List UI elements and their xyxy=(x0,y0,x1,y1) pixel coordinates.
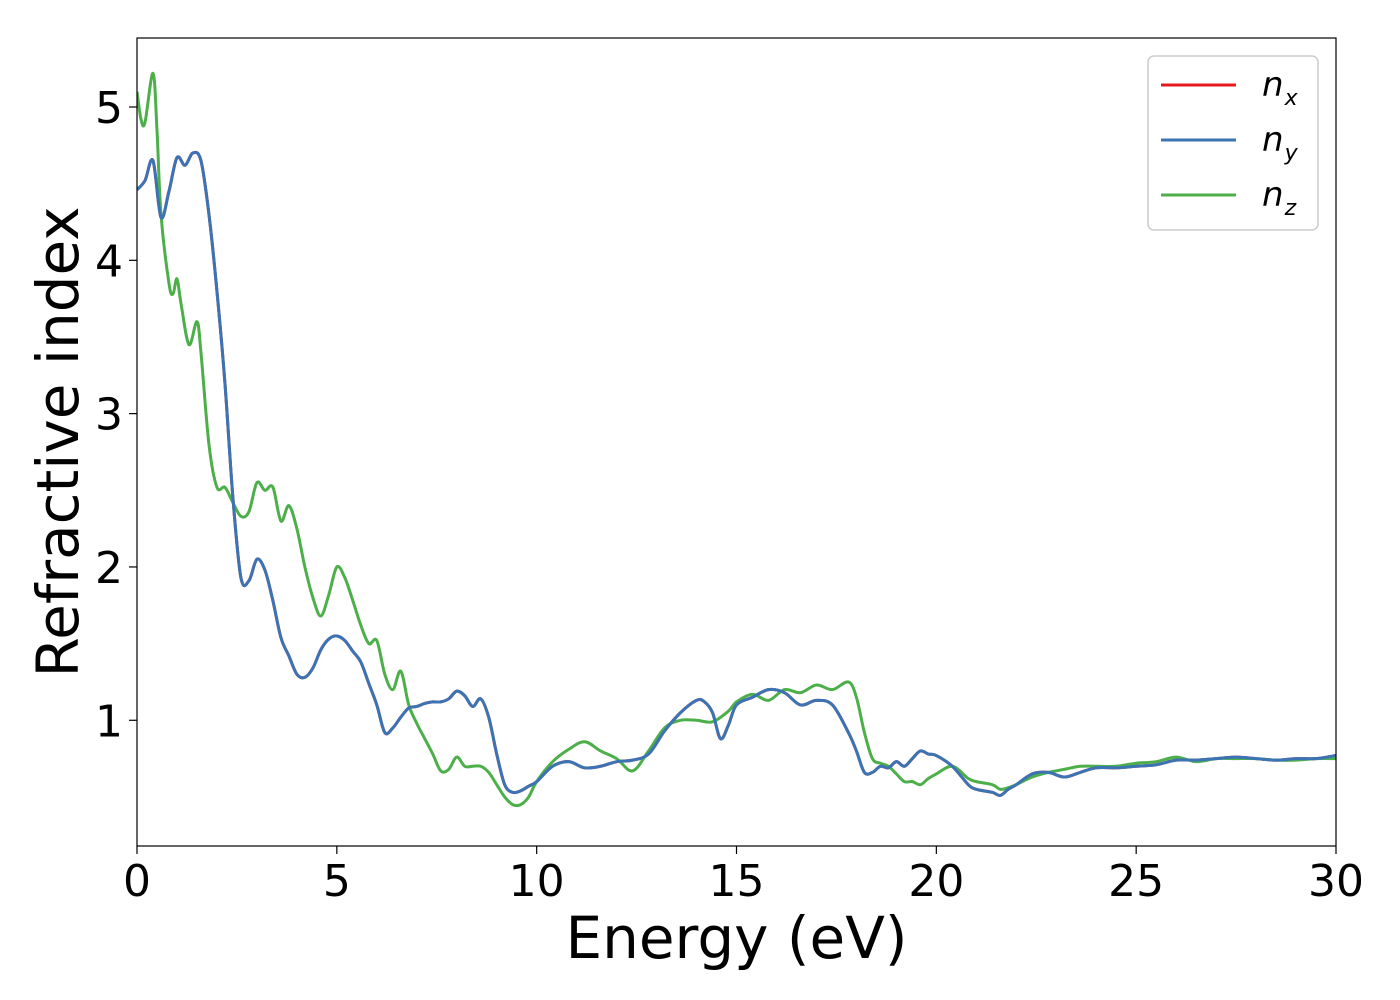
x-tick-label: 25 xyxy=(1108,856,1164,907)
legend: nx ny nz xyxy=(1147,55,1319,231)
x-tick-label: 10 xyxy=(509,856,565,907)
y-tick-label: 4 xyxy=(95,236,123,287)
legend-box xyxy=(1147,55,1319,231)
legend-label-z: nz xyxy=(1262,175,1297,221)
x-tick-label: 0 xyxy=(123,856,151,907)
x-axis-ticks: 0 5 10 15 20 25 30 xyxy=(123,846,1364,907)
legend-label-y: ny xyxy=(1262,120,1299,166)
y-tick-label: 1 xyxy=(95,696,123,747)
x-tick-label: 15 xyxy=(709,856,765,907)
y-axis-ticks: 1 2 3 4 5 xyxy=(95,83,137,747)
y-tick-label: 2 xyxy=(95,543,123,594)
x-axis-label: Energy (eV) xyxy=(565,904,907,972)
plot-lines xyxy=(137,71,1336,808)
series-line-y xyxy=(137,150,1336,797)
y-tick-label: 3 xyxy=(95,390,123,441)
legend-label-x: nx xyxy=(1262,65,1299,111)
y-tick-label: 5 xyxy=(95,83,123,134)
y-axis-label: Refractive index xyxy=(24,206,92,677)
x-tick-label: 5 xyxy=(323,856,351,907)
series-line-x xyxy=(137,150,1336,797)
x-tick-label: 30 xyxy=(1308,856,1364,907)
x-tick-label: 20 xyxy=(908,856,964,907)
